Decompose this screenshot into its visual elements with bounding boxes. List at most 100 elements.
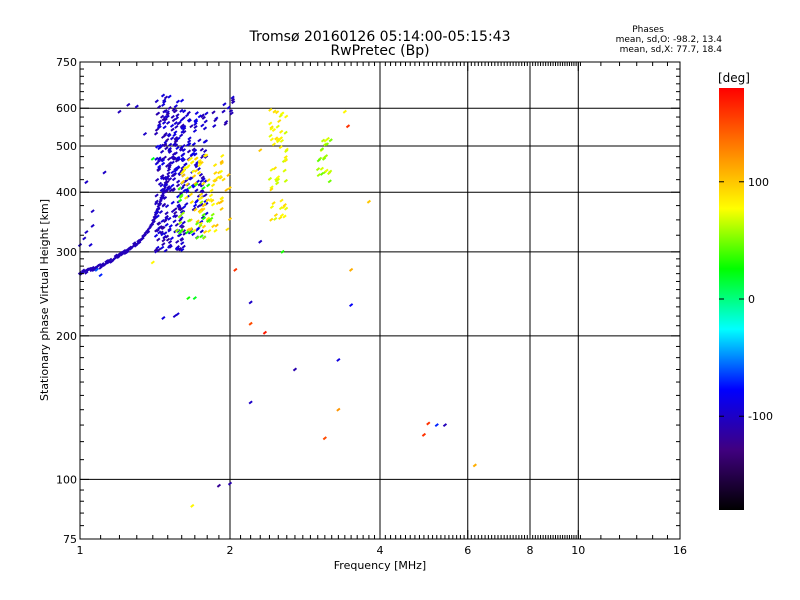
cluster-point (177, 198, 183, 203)
cluster-point (324, 168, 329, 173)
cluster-point (199, 229, 204, 234)
cluster-point (210, 212, 215, 217)
cluster-point (173, 130, 178, 135)
cluster-point (186, 110, 191, 115)
cluster-point (160, 218, 165, 223)
cluster-point (193, 152, 198, 157)
x-tick-label: 1 (77, 544, 84, 557)
cluster-point (185, 189, 190, 194)
cluster-point (166, 132, 171, 137)
cluster-point (165, 110, 170, 115)
cluster-point (218, 169, 224, 174)
cluster-point (204, 153, 209, 158)
cluster-point (207, 219, 213, 224)
cluster-point (161, 238, 166, 243)
cluster-point (181, 116, 186, 121)
cluster-point (282, 203, 287, 208)
cluster-point (193, 125, 198, 129)
cluster-point (153, 131, 159, 136)
y-axis-label: Stationary phase Virtual Height [km] (38, 199, 51, 401)
cluster-point (180, 158, 186, 163)
cluster-point (172, 156, 177, 161)
cluster-point (195, 235, 200, 240)
y-tick-label: 100 (56, 473, 77, 486)
cluster-point (275, 137, 281, 142)
cluster-point (153, 247, 159, 252)
cluster-point (182, 166, 187, 171)
cluster-point (155, 214, 160, 219)
cluster-point (173, 136, 179, 141)
cluster-point (170, 200, 175, 205)
cluster-point (180, 247, 185, 252)
cluster-point (202, 126, 208, 131)
colorbar-tick-label: -100 (748, 410, 773, 423)
data-point (192, 296, 197, 301)
cluster-point (154, 249, 159, 254)
data-point (336, 407, 341, 412)
cluster-point (189, 200, 194, 205)
cluster-point (227, 186, 232, 191)
cluster-point (213, 228, 218, 233)
data-point (345, 124, 351, 129)
cluster-point (165, 163, 170, 168)
chart-subtitle: RwPretec (Bp) (330, 43, 429, 59)
trace-point (140, 236, 145, 241)
cluster-point (192, 128, 198, 133)
cluster-point (171, 187, 176, 192)
cluster-point (160, 161, 166, 166)
data-point (292, 367, 298, 372)
cluster-point (184, 176, 190, 181)
colorbar-tick-label: 0 (748, 293, 755, 306)
cluster-point (284, 149, 289, 153)
cluster-point (274, 136, 279, 141)
cluster-point (180, 209, 186, 214)
cluster-point (275, 124, 280, 129)
cluster-point (167, 149, 173, 154)
cluster-point (159, 149, 165, 154)
cluster-point (221, 109, 226, 114)
cluster-point (181, 205, 187, 210)
cluster-point (167, 156, 172, 161)
cluster-point (176, 121, 181, 126)
cluster-point (231, 100, 236, 105)
cluster-point (157, 146, 162, 151)
cluster-point (154, 201, 159, 206)
cluster-point (180, 123, 185, 128)
cluster-point (193, 207, 198, 212)
trace-point (107, 259, 112, 264)
y-tick-label: 500 (56, 140, 77, 153)
data-point (233, 267, 238, 272)
cluster-point (165, 237, 171, 242)
cluster-point (179, 207, 184, 212)
cluster-point (162, 235, 167, 240)
cluster-point (197, 163, 202, 168)
cluster-point (278, 215, 283, 220)
cluster-point (276, 139, 281, 144)
cluster-point (163, 117, 168, 122)
cluster-point (197, 196, 202, 201)
cluster-point (197, 182, 202, 187)
cluster-point (186, 142, 191, 147)
cluster-point (191, 232, 196, 237)
cluster-point (173, 109, 178, 114)
cluster-point (173, 214, 179, 219)
cluster-point (284, 114, 289, 119)
cluster-point (168, 224, 173, 229)
cluster-point (164, 211, 169, 216)
cluster-point (188, 227, 193, 232)
data-point (342, 109, 347, 114)
cluster-point (167, 106, 172, 110)
cluster-point (162, 196, 168, 200)
cluster-point (269, 217, 274, 222)
trace-point (149, 222, 155, 227)
cluster-point (174, 222, 179, 227)
y-axis-tick-labels: 75 100 200 300 400 500 600 750 (56, 56, 77, 546)
cluster-point (173, 210, 178, 215)
cluster-point (157, 230, 162, 235)
cluster-point (210, 183, 216, 188)
data-point (442, 423, 448, 428)
cluster-point (166, 120, 171, 125)
cluster-point (173, 121, 178, 126)
cluster-point (170, 170, 175, 175)
cluster-point (170, 127, 175, 132)
